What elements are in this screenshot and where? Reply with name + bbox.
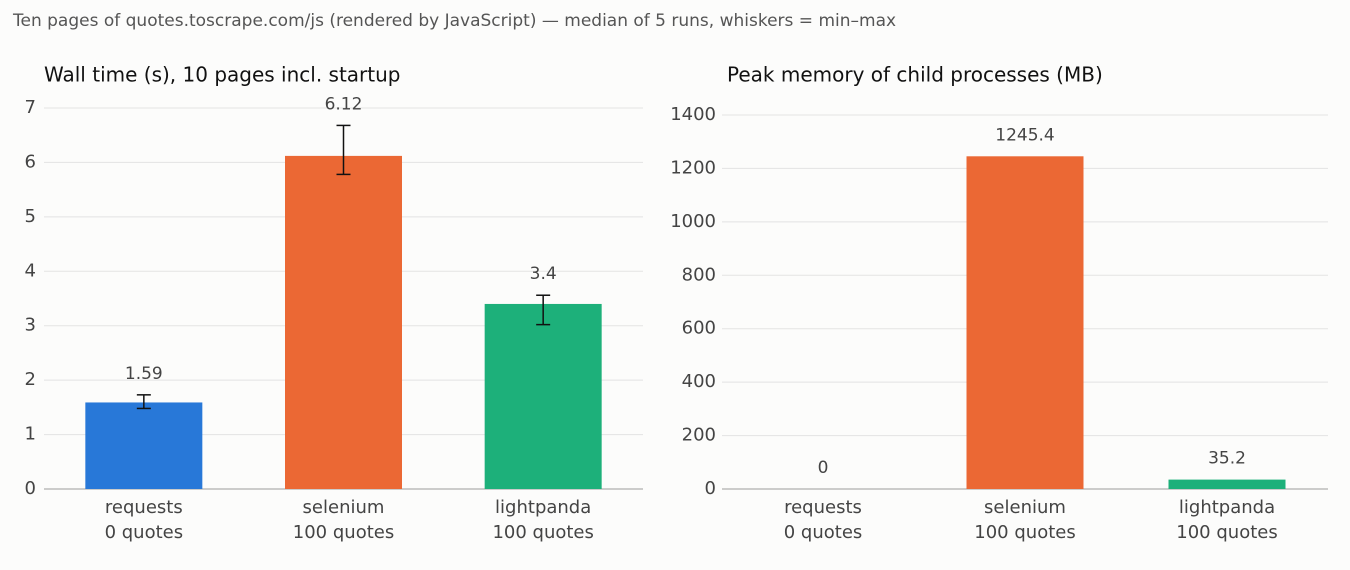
y-tick-label: 5 — [25, 206, 36, 227]
value-label: 3.4 — [530, 264, 557, 284]
y-tick-label: 2 — [25, 369, 36, 390]
error-bar — [336, 124, 351, 176]
y-tick-label: 6 — [25, 151, 36, 172]
bar — [484, 303, 602, 489]
bar — [966, 156, 1084, 489]
y-tick-label: 400 — [682, 371, 716, 392]
error-bar — [136, 394, 151, 410]
bar — [85, 402, 203, 489]
x-tick-label: requests 0 quotes — [105, 497, 184, 543]
x-tick-label: selenium 100 quotes — [974, 497, 1075, 543]
figure-title: Ten pages of quotes.toscrape.com/js (ren… — [12, 11, 896, 31]
y-tick-label: 7 — [25, 97, 36, 118]
value-label: 35.2 — [1208, 449, 1246, 469]
value-label: 1245.4 — [995, 125, 1054, 145]
x-tick-label: lightpanda 100 quotes — [492, 497, 593, 543]
value-label: 0 — [818, 458, 829, 478]
bar — [285, 155, 402, 489]
y-tick-label: 1400 — [670, 104, 716, 125]
y-tick-label: 1200 — [670, 157, 716, 178]
y-tick-label: 200 — [682, 425, 716, 446]
y-tick-label: 600 — [682, 318, 716, 339]
x-tick-label: lightpanda 100 quotes — [1176, 497, 1277, 543]
y-tick-label: 3 — [25, 315, 36, 336]
y-tick-label: 800 — [682, 264, 716, 285]
bar — [1168, 479, 1286, 489]
chart-title: Wall time (s), 10 pages incl. startup — [44, 63, 401, 87]
value-label: 6.12 — [325, 94, 363, 114]
y-tick-label: 0 — [705, 478, 716, 499]
y-tick-label: 1 — [25, 424, 36, 445]
y-tick-label: 0 — [25, 478, 36, 499]
y-tick-label: 4 — [25, 260, 36, 281]
x-tick-label: selenium 100 quotes — [293, 497, 394, 543]
y-tick-label: 1000 — [670, 211, 716, 232]
chart-title: Peak memory of child processes (MB) — [727, 63, 1103, 87]
value-label: 1.59 — [125, 364, 163, 384]
error-bar — [536, 294, 551, 326]
x-tick-label: requests 0 quotes — [784, 497, 863, 543]
